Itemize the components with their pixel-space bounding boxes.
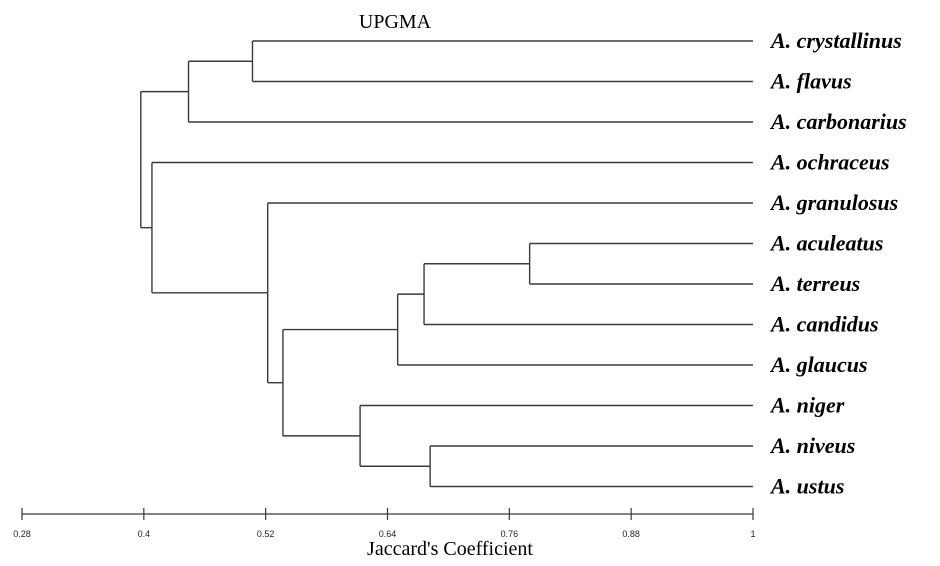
leaf-label: A. granulosus — [769, 190, 898, 215]
x-axis-tick-label: 1 — [750, 529, 755, 539]
leaf-label: A. flavus — [769, 69, 852, 94]
leaf-labels: A. crystallinus A. flavus A. carbonarius A.… — [769, 28, 907, 499]
leaf-label: A. niveus — [769, 433, 855, 458]
leaf-label: A. carbonarius — [769, 109, 907, 134]
x-axis-tick-label: 0.76 — [501, 529, 519, 539]
dendrogram-branches — [140, 40, 753, 488]
leaf-label: A. aculeatus — [769, 231, 883, 256]
x-axis-tick-label: 0.4 — [138, 529, 151, 539]
x-axis-tick-label: 0.28 — [13, 529, 31, 539]
leaf-label: A. candidus — [769, 312, 879, 337]
x-axis-tick-label: 0.52 — [257, 529, 275, 539]
leaf-label: A. ustus — [769, 474, 844, 499]
chart-title: UPGMA — [359, 11, 432, 33]
leaf-label: A. glaucus — [769, 352, 868, 377]
x-axis-label: Jaccard's Coefficient — [367, 538, 533, 560]
x-axis: 0.28 0.4 0.52 0.64 0.76 0.88 1 — [13, 508, 756, 539]
leaf-label: A. terreus — [769, 271, 860, 296]
leaf-label: A. crystallinus — [769, 28, 902, 53]
leaf-label: A. ochraceus — [769, 150, 890, 175]
x-axis-tick-label: 0.64 — [379, 529, 397, 539]
leaf-label: A. niger — [769, 393, 845, 418]
x-axis-tick-label: 0.88 — [622, 529, 640, 539]
